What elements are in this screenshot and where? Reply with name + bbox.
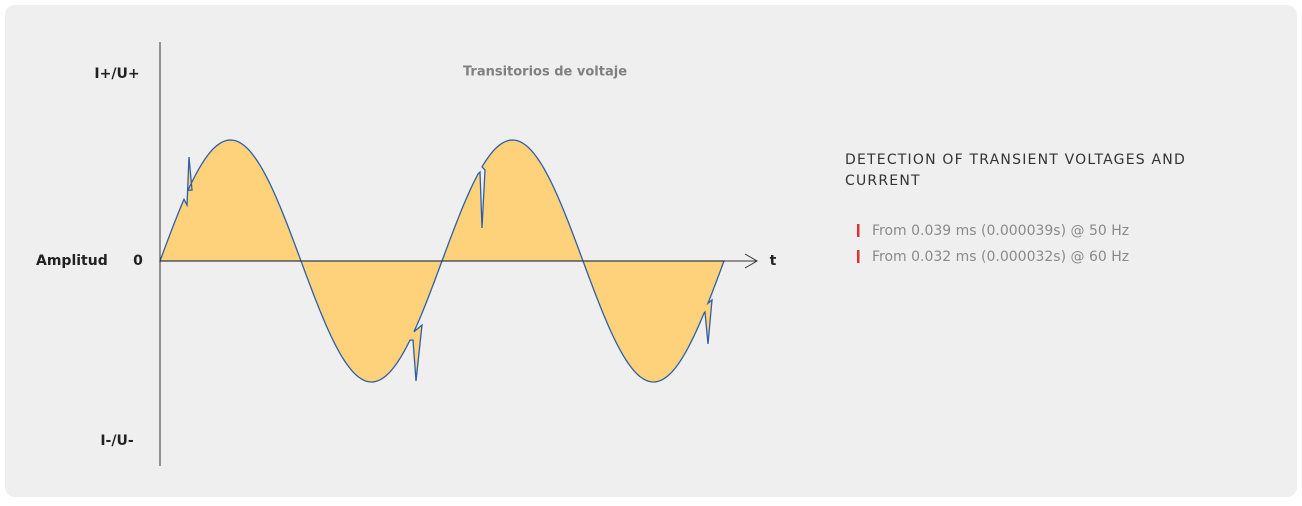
x-axis-arrow	[744, 253, 758, 269]
x-label: t	[770, 253, 777, 269]
info-item: From 0.039 ms (0.000039s) @ 50 Hz	[872, 223, 1129, 239]
info-heading: CURRENT	[845, 173, 921, 189]
zero-label: 0	[133, 253, 143, 269]
diagram-title: Transitorios de voltaje	[463, 65, 627, 80]
bullet	[857, 250, 860, 263]
info-item: From 0.032 ms (0.000032s) @ 60 Hz	[872, 249, 1129, 265]
info-heading: DETECTION OF TRANSIENT VOLTAGES AND	[845, 152, 1186, 168]
y-top-label: I+/U+	[94, 66, 139, 82]
card	[5, 5, 1297, 497]
bullet	[857, 224, 860, 237]
y-bottom-label: I-/U-	[100, 433, 134, 449]
amplitude-label: Amplitud	[36, 253, 108, 269]
